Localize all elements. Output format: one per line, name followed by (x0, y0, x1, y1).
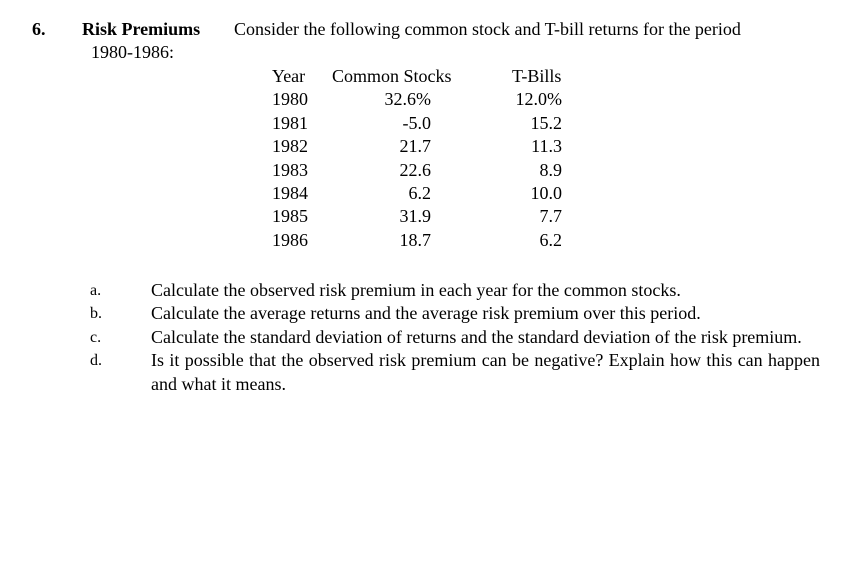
question-letter: b. (90, 305, 102, 323)
question-text: Calculate the observed risk premium in e… (151, 280, 681, 300)
question-letter: d. (90, 352, 102, 370)
header-t-bills: T-Bills (512, 66, 562, 86)
year-cell: 1983 (272, 159, 308, 180)
stocks-cell: 6.2 (408, 182, 432, 203)
year-cell: 1985 (272, 206, 308, 227)
question-list: a. Calculate the observed risk premium i… (90, 279, 820, 396)
year-cell: 1982 (272, 136, 308, 157)
question-item: c. Calculate the standard deviation of r… (90, 326, 820, 349)
bills-cell: 15.2 (530, 112, 563, 133)
bills-cell: 10.0 (530, 182, 563, 203)
stocks-cell: 32.6% (384, 89, 432, 110)
question-letter: a. (90, 282, 102, 299)
problem-number: 6. (32, 19, 46, 39)
question-item: a. Calculate the observed risk premium i… (90, 279, 820, 302)
question-text: Calculate the average returns and the av… (151, 303, 701, 324)
year-cell: 1984 (272, 182, 308, 203)
question-letter: c. (90, 328, 102, 346)
bills-cell: 8.9 (539, 159, 563, 180)
question-item: d. Is it possible that the observed risk… (90, 349, 820, 396)
year-cell: 1981 (272, 112, 308, 133)
stocks-cell: -5.0 (402, 112, 432, 133)
problem-title: Risk Premiums (82, 19, 201, 39)
stocks-cell: 31.9 (399, 206, 432, 227)
problem-intro: Consider the following common stock and … (234, 19, 741, 39)
bills-cell: 11.3 (531, 136, 562, 157)
question-text: Is it possible that the observed risk pr… (151, 350, 820, 394)
question-item: b. Calculate the average returns and the… (90, 302, 820, 325)
year-cell: 1986 (272, 229, 308, 250)
question-text: Calculate the standard deviation of retu… (151, 326, 802, 347)
year-cell: 1980 (272, 89, 308, 110)
header-common-stocks: Common Stocks (332, 66, 452, 86)
bills-cell: 12.0% (515, 89, 563, 110)
problem-period: 1980-1986: (91, 42, 174, 62)
stocks-cell: 18.7 (399, 229, 432, 250)
stocks-cell: 22.6 (399, 159, 432, 180)
stocks-cell: 21.7 (399, 136, 432, 157)
bills-cell: 6.2 (539, 229, 563, 250)
header-year: Year (272, 66, 306, 86)
bills-cell: 7.7 (539, 206, 563, 227)
